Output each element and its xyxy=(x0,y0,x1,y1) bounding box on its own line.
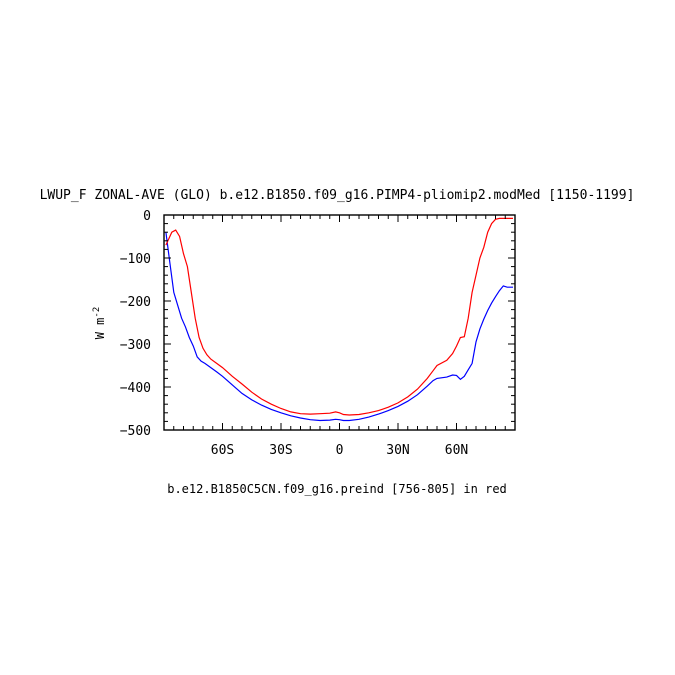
x-tick-label: 30N xyxy=(386,443,409,458)
series-line-1 xyxy=(165,217,513,416)
y-tick-label: 0 xyxy=(143,209,151,224)
y-axis-label-units: W m xyxy=(93,318,107,340)
y-axis-label-exponent: -2 xyxy=(92,307,102,318)
x-tick-label: 0 xyxy=(336,443,344,458)
y-tick-label: −500 xyxy=(120,424,151,439)
chart-caption: b.e12.B1850C5CN.f09_g16.preind [756-805]… xyxy=(167,482,507,496)
y-tick-label: −400 xyxy=(120,381,151,396)
x-tick-label: 30S xyxy=(269,443,292,458)
x-tick-label: 60S xyxy=(211,443,234,458)
y-tick-label: −300 xyxy=(120,338,151,353)
y-tick-label: −200 xyxy=(120,295,151,310)
x-tick-label: 60N xyxy=(445,443,468,458)
chart-title: LWUP_F ZONAL-AVE (GLO) b.e12.B1850.f09_g… xyxy=(40,188,635,203)
series-line-0 xyxy=(165,232,513,422)
ticks-layer: 60S 30S 0 30N 60N 0 −100 −200 −300 −400 −500 xyxy=(120,209,515,458)
y-tick-label: −100 xyxy=(120,252,151,267)
y-axis-label: W m-2 xyxy=(92,307,107,340)
plot-area: 60S 30S 0 30N 60N 0 −100 −200 −300 −400 −500 xyxy=(120,209,516,458)
series-layer xyxy=(165,217,513,422)
plot-frame xyxy=(163,214,516,431)
